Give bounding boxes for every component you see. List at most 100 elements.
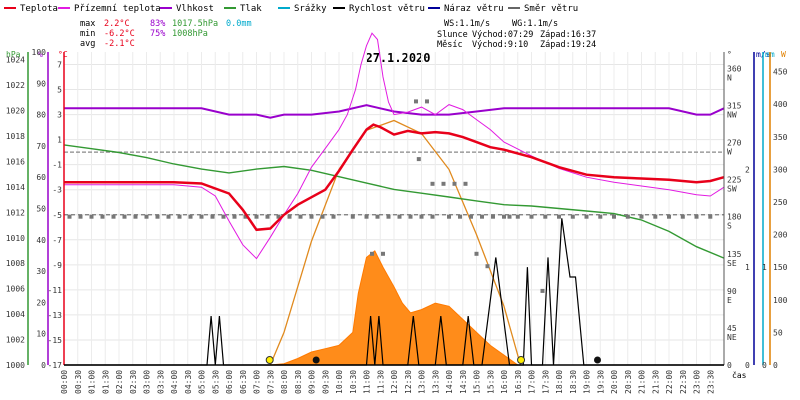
wind-direction-dot [540,288,545,293]
wind-direction-dot [570,214,575,219]
temperature-tick: 3 [57,111,62,120]
wind-direction-dot [447,214,451,219]
wind-direction-dot [375,214,380,219]
unit-humidity: % [38,50,43,59]
time-tick: 09:00 [308,370,317,394]
wind-direction-dot [680,214,685,219]
time-tick: 20:30 [624,370,633,394]
temperature-tick: -15 [48,336,63,345]
time-tick: 17:30 [541,370,550,394]
pressure-tick: 1020 [6,107,25,116]
solar-theoretical-line [269,119,522,366]
tick-labels: 1024102210201018101610141012101010081006… [6,48,788,394]
pressure-tick: 1000 [6,361,25,370]
time-tick: 20:00 [610,370,619,394]
solar-tick: 250 [773,198,788,207]
wind-direction-dot [144,214,149,219]
time-tick: 15:00 [473,370,482,394]
wind-direction-dot [364,214,369,219]
humidity-tick: 50 [36,205,46,214]
stat-moon-set: Západ:19:24 [540,40,596,50]
wind-direction-dot [210,214,215,219]
time-tick: 05:00 [198,370,207,394]
time-tick: 04:30 [184,370,193,394]
wind-direction-dot [370,251,374,256]
humidity-tick: 0 [41,361,46,370]
humidity-tick: 30 [36,267,46,276]
wind-direction-dot [507,214,512,219]
solar-tick: 300 [773,165,788,174]
wind-direction-dot [133,214,138,219]
time-tick: 08:30 [294,370,303,394]
temperature-tick: 1 [57,136,62,145]
pressure-tick: 1010 [6,234,25,243]
wind-direction-dot [491,214,495,219]
wind-direction-dot [111,214,116,219]
pressure-tick: 1002 [6,336,25,345]
direction-tick: 45 [727,324,737,333]
time-tick: 10:30 [349,370,358,394]
temperature-tick: -13 [48,311,63,320]
wind-direction-dot [416,157,421,162]
time-tick: 09:30 [321,370,330,394]
direction-tick: 0 [727,361,732,370]
wind-direction-dot [543,214,548,219]
stat-avg-temp: -2.1°C [104,39,135,49]
moonrise-marker [312,356,320,364]
stat-min-hum: 75% [150,29,165,39]
grid [63,52,724,366]
stat-sun-rise: Východ:07:29 [472,30,533,40]
pressure-tick: 1024 [6,56,25,65]
legend-label: Tlak [240,4,262,14]
wind-direction-dot [708,214,713,219]
wind-tick: 1 [745,263,750,272]
stat-moon: Měsíc [437,40,463,50]
pressure-tick: 1018 [6,132,25,141]
wind-direction-dot [598,214,603,219]
temperature-tick: -1 [52,161,62,170]
wind-direction-dot [122,214,127,219]
pressure-line [63,144,725,259]
time-tick: 16:00 [500,370,509,394]
temperature-tick: -17 [48,361,63,370]
legend-label: Náraz větru [444,4,504,14]
stat-max-press: 1017.5hPa [172,19,218,29]
wind-direction-dot [408,214,413,219]
temperature-line [64,123,725,232]
pressure-tick: 1006 [6,285,25,294]
stat-moon-rise: Východ:9:10 [472,40,528,50]
pressure-tick: 1012 [6,208,25,217]
time-tick: 06:30 [239,370,248,394]
humidity-tick: 100 [32,48,47,57]
direction-label: S [727,222,732,231]
sunrise-marker [265,356,274,364]
stats-block: max 2.2°C 83% 1017.5hPa 0.0mm min -6.2°C… [80,19,596,50]
direction-label: SE [727,259,737,268]
wind-direction-dot [232,214,237,219]
wind-direction-dot [452,181,457,186]
stat-ws: WS:1.1m/s [444,19,490,29]
time-tick: 00:00 [60,370,69,394]
time-tick: 12:30 [404,370,413,394]
time-tick: 07:00 [253,370,262,394]
time-tick: 11:30 [376,370,385,394]
solar-tick: 0 [773,361,778,370]
stat-min-temp: -6.2°C [104,29,135,39]
direction-label: NW [727,111,737,120]
temperature-tick: -11 [48,286,63,295]
solar-tick: 200 [773,231,788,240]
solar-tick: 150 [773,263,788,272]
direction-tick: 135 [727,250,742,259]
wind-direction-dot [667,214,671,219]
wind-direction-dot [386,214,391,219]
unit-pressure: hPa [6,50,21,59]
unit-direction: ° [727,50,732,59]
time-tick: 21:00 [638,370,647,394]
legend-label: Srážky [294,4,327,14]
wind-direction-dot [584,214,589,219]
wind-tick: 0 [745,361,750,370]
unit-time: čas [732,370,747,380]
direction-tick: 270 [727,139,742,148]
legend-label: Teplota [20,4,58,14]
wind-direction-dot [430,214,435,219]
